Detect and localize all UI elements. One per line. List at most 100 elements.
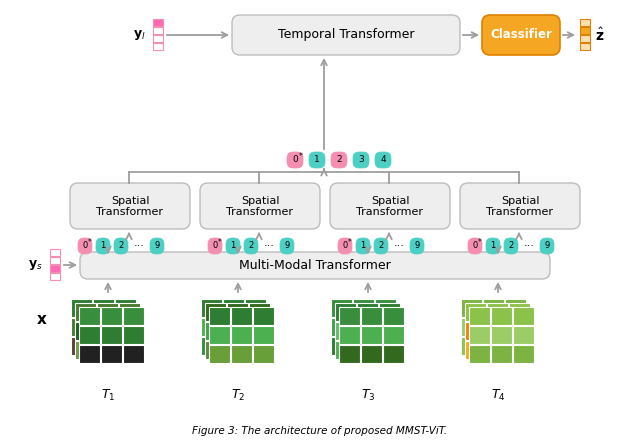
FancyBboxPatch shape xyxy=(374,238,388,254)
Text: Transformer: Transformer xyxy=(227,207,294,217)
Text: 9: 9 xyxy=(154,242,159,250)
Bar xyxy=(223,318,244,336)
Bar xyxy=(245,299,266,317)
Bar xyxy=(115,299,136,317)
FancyBboxPatch shape xyxy=(280,238,294,254)
Bar xyxy=(93,318,114,336)
Text: *: * xyxy=(299,152,303,162)
Bar xyxy=(119,341,140,359)
Bar xyxy=(357,322,378,340)
Bar xyxy=(383,307,404,325)
Bar xyxy=(339,307,360,325)
Text: Spatial: Spatial xyxy=(371,196,409,206)
Bar xyxy=(513,307,534,325)
Bar xyxy=(509,303,530,321)
Bar xyxy=(335,341,356,359)
Bar xyxy=(79,307,100,325)
Text: Temporal Transformer: Temporal Transformer xyxy=(278,28,414,41)
Bar xyxy=(205,303,226,321)
Bar xyxy=(153,43,163,50)
Bar xyxy=(50,273,60,280)
Bar xyxy=(231,307,252,325)
Text: $T_2$: $T_2$ xyxy=(231,388,245,403)
Text: 2: 2 xyxy=(118,242,124,250)
FancyBboxPatch shape xyxy=(331,152,347,168)
Text: *: * xyxy=(348,238,352,247)
Text: 0: 0 xyxy=(472,242,477,250)
Bar xyxy=(483,337,504,355)
Text: 0: 0 xyxy=(212,242,218,250)
Bar xyxy=(50,257,60,264)
Text: Spatial: Spatial xyxy=(241,196,279,206)
Bar xyxy=(483,299,504,317)
Bar xyxy=(123,345,144,363)
FancyBboxPatch shape xyxy=(287,152,303,168)
Bar xyxy=(50,249,60,256)
Text: 0: 0 xyxy=(83,242,88,250)
Bar xyxy=(253,307,274,325)
Bar xyxy=(79,326,100,344)
FancyBboxPatch shape xyxy=(96,238,110,254)
Bar xyxy=(209,307,230,325)
Bar xyxy=(509,322,530,340)
Text: *: * xyxy=(478,238,482,247)
Bar xyxy=(227,341,248,359)
FancyBboxPatch shape xyxy=(232,15,460,55)
Bar xyxy=(97,341,118,359)
FancyBboxPatch shape xyxy=(150,238,164,254)
Bar xyxy=(97,303,118,321)
Bar xyxy=(331,318,352,336)
Bar xyxy=(339,345,360,363)
FancyBboxPatch shape xyxy=(70,183,190,229)
FancyBboxPatch shape xyxy=(338,238,352,254)
Bar xyxy=(75,341,96,359)
Text: $\mathbf{x}$: $\mathbf{x}$ xyxy=(36,313,48,328)
Text: 9: 9 xyxy=(414,242,420,250)
FancyBboxPatch shape xyxy=(468,238,482,254)
Text: Spatial: Spatial xyxy=(111,196,149,206)
Bar xyxy=(505,337,526,355)
Bar xyxy=(353,337,374,355)
Bar xyxy=(383,345,404,363)
Bar xyxy=(205,322,226,340)
Bar xyxy=(580,27,590,34)
FancyBboxPatch shape xyxy=(309,152,325,168)
Bar xyxy=(209,345,230,363)
Text: $\mathbf{y}_s$: $\mathbf{y}_s$ xyxy=(28,258,43,272)
Bar xyxy=(123,307,144,325)
Bar xyxy=(201,299,222,317)
Text: 3: 3 xyxy=(358,155,364,164)
Text: *: * xyxy=(218,238,222,247)
Bar xyxy=(223,337,244,355)
Bar xyxy=(227,303,248,321)
Bar xyxy=(153,27,163,34)
Bar xyxy=(123,326,144,344)
Text: 1: 1 xyxy=(360,242,365,250)
Text: 2: 2 xyxy=(508,242,514,250)
Text: $T_1$: $T_1$ xyxy=(101,388,115,403)
Bar xyxy=(231,326,252,344)
FancyBboxPatch shape xyxy=(375,152,391,168)
Text: ···: ··· xyxy=(394,241,404,251)
Bar xyxy=(71,299,92,317)
Bar xyxy=(505,299,526,317)
FancyBboxPatch shape xyxy=(244,238,258,254)
Bar xyxy=(249,322,270,340)
FancyBboxPatch shape xyxy=(200,183,320,229)
Text: ···: ··· xyxy=(134,241,145,251)
Bar xyxy=(249,341,270,359)
Bar xyxy=(339,326,360,344)
Bar xyxy=(93,337,114,355)
Bar xyxy=(491,345,512,363)
Bar xyxy=(513,326,534,344)
FancyBboxPatch shape xyxy=(330,183,450,229)
Bar xyxy=(101,345,122,363)
Bar xyxy=(201,318,222,336)
Bar xyxy=(487,303,508,321)
Bar xyxy=(50,265,60,272)
Bar xyxy=(469,345,490,363)
Bar xyxy=(461,318,482,336)
Bar xyxy=(119,303,140,321)
Bar xyxy=(465,322,486,340)
Bar xyxy=(101,326,122,344)
